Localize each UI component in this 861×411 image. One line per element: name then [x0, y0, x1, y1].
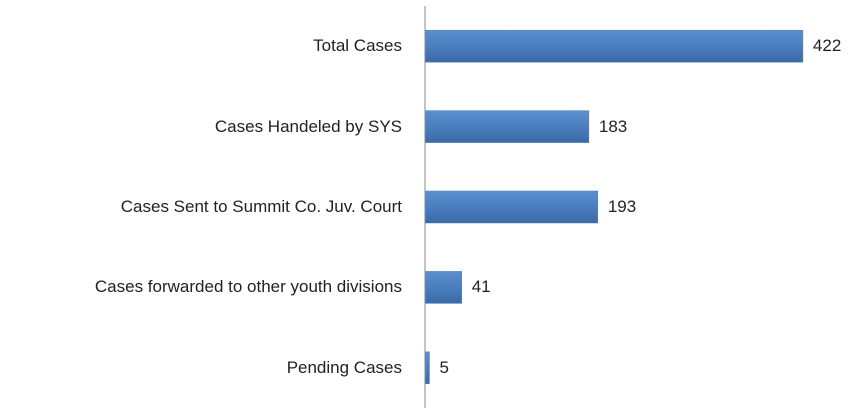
category-label: Cases forwarded to other youth divisions [94, 277, 402, 297]
data-label: 193 [607, 197, 637, 216]
bar [424, 271, 462, 304]
data-label: 183 [598, 116, 628, 136]
data-label: 422 [812, 36, 842, 56]
category-label: Pending Cases [286, 357, 402, 377]
bar [424, 29, 804, 63]
category-label: Cases Handeled by SYS [214, 116, 402, 136]
category-label: Total Cases [313, 36, 402, 56]
bar [424, 351, 430, 385]
data-label: 41 [471, 277, 491, 297]
category-label: Cases Sent to Summit Co. Juv. Court [120, 197, 402, 216]
data-label: 5 [439, 357, 449, 377]
bar [424, 110, 590, 143]
bar [424, 190, 599, 224]
